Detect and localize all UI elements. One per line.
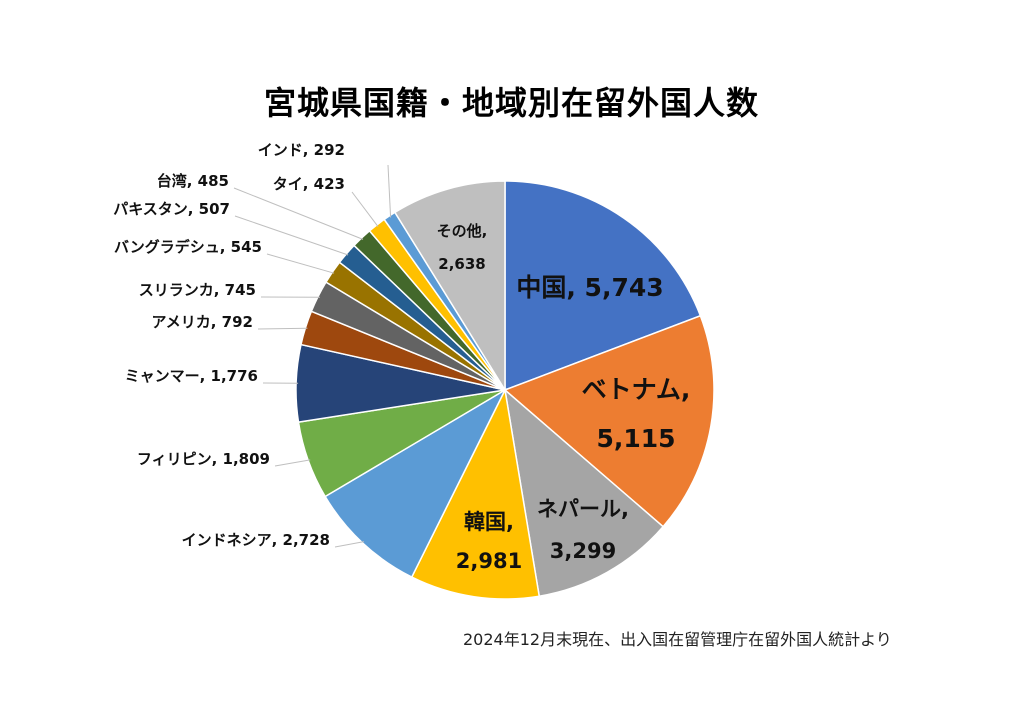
slice-15-label: その他, <box>437 222 488 240</box>
slice-10-leader-line <box>266 253 335 274</box>
slice-13-label: タイ, 423 <box>273 175 345 193</box>
slice-4-value-label: 2,981 <box>456 549 522 573</box>
slice-2-wedge <box>503 314 715 528</box>
slice-15-value-label: 2,638 <box>438 255 485 273</box>
slice-5-leader-line <box>334 541 365 548</box>
slice-11-leader-line <box>234 215 349 256</box>
slice-4-wedge <box>410 387 541 600</box>
slice-6-label: フィリピン, 1,809 <box>137 450 270 468</box>
source-note: 2024年12月末現在、出入国在留管理庁在留外国人統計より <box>463 630 892 649</box>
slice-8-leader-line <box>257 327 308 330</box>
slice-15-wedge <box>393 180 506 393</box>
slice-1-label: 中国, 5,743 <box>516 273 663 302</box>
slice-12-leader-line <box>233 187 364 240</box>
slice-2-label: ベトナム, <box>582 375 691 404</box>
slice-10-label: バングラデシュ, 545 <box>114 238 262 256</box>
slice-6-leader-line <box>274 459 311 467</box>
slice-11-label: パキスタン, 507 <box>113 200 230 218</box>
slice-3-wedge <box>503 388 665 598</box>
slice-12-label: 台湾, 485 <box>157 172 229 190</box>
slice-5-label: インドネシア, 2,728 <box>182 531 330 549</box>
slice-14-label: インド, 292 <box>258 141 345 159</box>
slice-5-wedge <box>324 388 507 579</box>
slice-13-leader-line <box>351 191 379 227</box>
slice-9-label: スリランカ, 745 <box>139 281 256 299</box>
slice-14-leader-line <box>387 164 392 218</box>
slice-3-label: ネパール, <box>537 497 629 521</box>
slice-7-label: ミャンマー, 1,776 <box>125 367 258 385</box>
slice-1-wedge <box>504 180 702 392</box>
slice-2-value-label: 5,115 <box>596 424 675 453</box>
slice-3-value-label: 3,299 <box>550 539 616 563</box>
chart-title: 宮城県国籍・地域別在留外国人数 <box>263 84 759 122</box>
slice-4-label: 韓国, <box>464 510 514 534</box>
slice-8-label: アメリカ, 792 <box>152 313 253 331</box>
